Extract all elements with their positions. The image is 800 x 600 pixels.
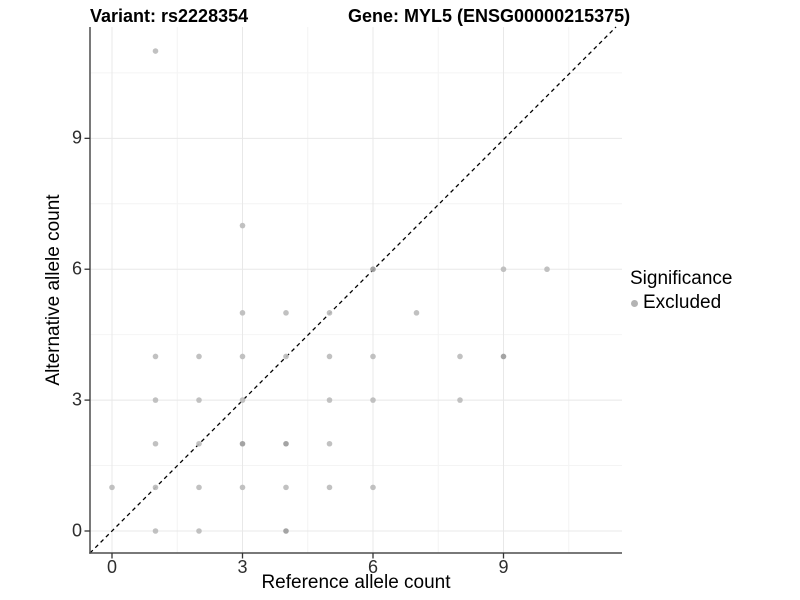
y-tick-label: 3 bbox=[71, 389, 82, 410]
data-point bbox=[239, 222, 246, 229]
data-point bbox=[196, 528, 202, 534]
data-point bbox=[283, 484, 289, 491]
data-point bbox=[196, 397, 202, 403]
legend-title: Significance bbox=[630, 268, 733, 289]
data-point bbox=[326, 397, 333, 403]
data-point bbox=[196, 353, 202, 360]
data-point bbox=[283, 353, 289, 360]
x-axis-title: Reference allele count bbox=[261, 572, 451, 593]
data-point bbox=[500, 353, 507, 360]
data-point bbox=[370, 266, 376, 273]
data-point bbox=[109, 484, 115, 491]
data-point bbox=[326, 310, 333, 316]
legend: Significance Excluded bbox=[628, 268, 732, 314]
data-point bbox=[413, 310, 420, 316]
data-point bbox=[239, 440, 246, 447]
x-tick-label: 6 bbox=[367, 557, 379, 577]
data-point bbox=[500, 266, 507, 273]
data-point bbox=[326, 484, 333, 491]
data-point bbox=[457, 397, 463, 403]
data-point bbox=[239, 353, 246, 360]
data-point bbox=[196, 484, 202, 491]
x-tick-label: 9 bbox=[498, 557, 509, 577]
data-point bbox=[370, 353, 376, 360]
data-point bbox=[239, 310, 246, 316]
plot-title-gene: Gene: MYL5 (ENSG00000215375) bbox=[348, 6, 631, 26]
data-point bbox=[457, 353, 463, 360]
data-point bbox=[196, 440, 202, 447]
y-tick-label: 6 bbox=[71, 258, 82, 279]
data-point bbox=[152, 48, 159, 54]
data-point bbox=[239, 484, 246, 491]
legend-item-excluded: Excluded bbox=[628, 292, 732, 314]
data-point bbox=[370, 484, 376, 491]
x-tick-label: 3 bbox=[237, 557, 248, 577]
data-point bbox=[326, 353, 333, 360]
x-tick-label: 0 bbox=[106, 557, 118, 577]
data-point bbox=[152, 484, 159, 491]
data-point bbox=[544, 266, 550, 273]
excluded-point-icon bbox=[631, 299, 638, 307]
data-point bbox=[283, 440, 289, 447]
data-point bbox=[152, 440, 159, 447]
data-point bbox=[283, 310, 289, 316]
data-point bbox=[326, 440, 333, 447]
y-axis-title: Alternative allele count bbox=[43, 194, 64, 386]
plot-title-variant: Variant: rs2228354 bbox=[90, 6, 249, 26]
y-tick-label: 0 bbox=[71, 520, 82, 541]
data-point bbox=[152, 353, 159, 360]
data-point bbox=[370, 397, 376, 403]
legend-item-label: Excluded bbox=[643, 292, 722, 313]
data-point bbox=[152, 528, 159, 534]
data-point bbox=[239, 397, 246, 403]
y-tick-label: 9 bbox=[71, 127, 82, 148]
identity-line bbox=[89, 26, 617, 554]
data-point bbox=[283, 528, 289, 534]
data-point bbox=[152, 397, 159, 403]
